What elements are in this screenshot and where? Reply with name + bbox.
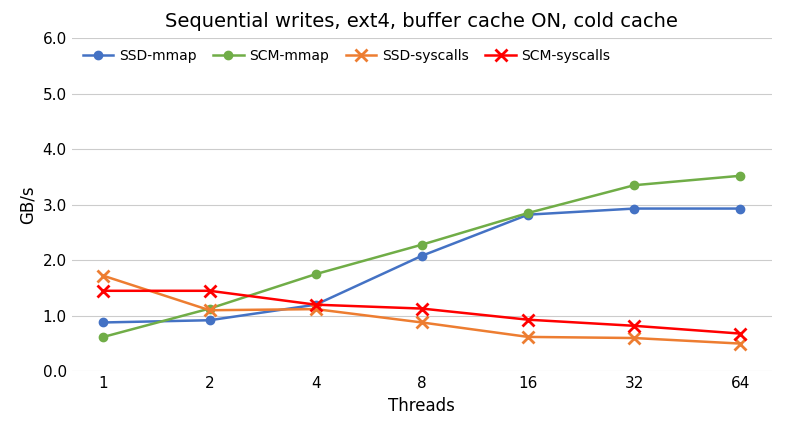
SCM-mmap — [417, 242, 427, 247]
SCM-syscalls — [736, 331, 745, 336]
SSD-syscalls — [99, 273, 108, 279]
Y-axis label: GB/s: GB/s — [19, 185, 37, 224]
SSD-mmap — [630, 206, 639, 211]
Line: SCM-syscalls: SCM-syscalls — [98, 285, 746, 339]
SSD-syscalls — [311, 307, 321, 312]
SCM-syscalls — [417, 306, 427, 311]
SSD-mmap — [417, 253, 427, 258]
SSD-syscalls — [523, 334, 533, 339]
Line: SSD-syscalls: SSD-syscalls — [98, 270, 746, 349]
SCM-mmap — [630, 183, 639, 188]
SSD-syscalls — [205, 308, 214, 313]
SSD-mmap — [205, 318, 214, 323]
SCM-syscalls — [630, 323, 639, 328]
SSD-mmap — [311, 302, 321, 307]
Title: Sequential writes, ext4, buffer cache ON, cold cache: Sequential writes, ext4, buffer cache ON… — [166, 12, 678, 31]
X-axis label: Threads: Threads — [388, 397, 455, 415]
SCM-mmap — [205, 306, 214, 311]
SSD-mmap — [99, 320, 108, 325]
Line: SCM-mmap: SCM-mmap — [100, 172, 744, 341]
SCM-mmap — [311, 272, 321, 277]
SSD-syscalls — [630, 335, 639, 341]
SCM-mmap — [523, 211, 533, 216]
SCM-syscalls — [311, 302, 321, 307]
SCM-syscalls — [99, 288, 108, 293]
SCM-mmap — [99, 334, 108, 339]
SCM-syscalls — [523, 317, 533, 322]
SSD-mmap — [736, 206, 745, 211]
SCM-mmap — [736, 173, 745, 179]
Legend: SSD-mmap, SCM-mmap, SSD-syscalls, SCM-syscalls: SSD-mmap, SCM-mmap, SSD-syscalls, SCM-sy… — [79, 45, 615, 67]
SSD-syscalls — [417, 320, 427, 325]
SCM-syscalls — [205, 288, 214, 293]
SSD-syscalls — [736, 341, 745, 346]
Line: SSD-mmap: SSD-mmap — [100, 204, 744, 327]
SSD-mmap — [523, 212, 533, 217]
